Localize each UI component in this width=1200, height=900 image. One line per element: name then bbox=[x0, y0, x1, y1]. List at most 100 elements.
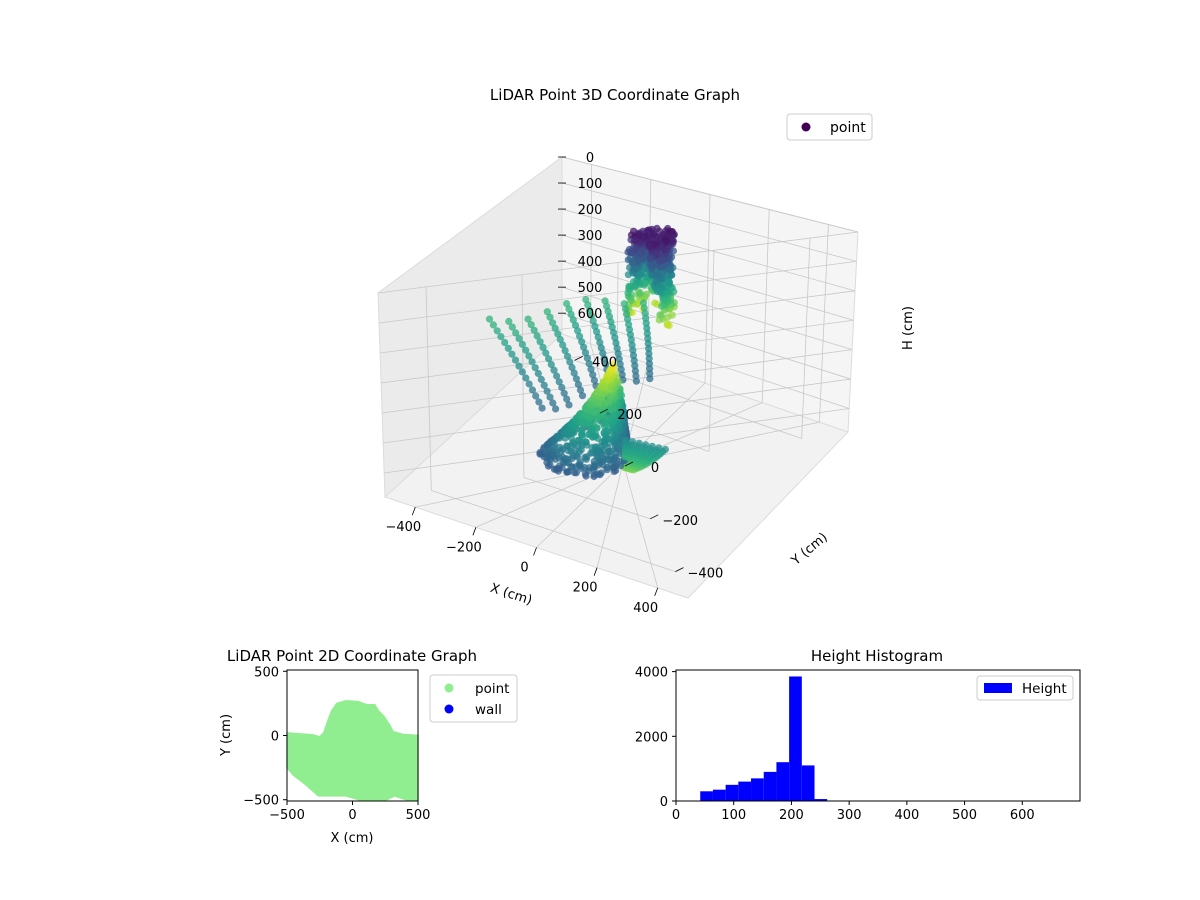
chart-3d-gridline-z bbox=[377, 156, 859, 294]
chart-3d-point bbox=[574, 380, 583, 388]
chart-3d-point bbox=[551, 324, 559, 332]
chart-3d-point bbox=[624, 256, 632, 264]
chart-3d-point bbox=[659, 297, 667, 305]
chart-3d-point bbox=[589, 371, 597, 379]
histogram-xtick-label: 400 bbox=[894, 808, 919, 823]
chart-3d-ytick bbox=[599, 408, 608, 414]
chart-3d-ztick-label: 600 bbox=[578, 307, 603, 322]
chart-3d-point bbox=[628, 249, 636, 257]
chart-3d-point bbox=[589, 317, 597, 325]
chart-3d-point bbox=[630, 236, 639, 245]
chart-3d-ztick-label: 100 bbox=[578, 177, 603, 192]
chart-3d-point bbox=[570, 369, 578, 377]
chart-2d-legend-wall-label: wall bbox=[475, 702, 502, 718]
chart-3d-point bbox=[549, 319, 557, 327]
histogram-bar bbox=[776, 762, 790, 801]
chart-3d-point bbox=[537, 375, 545, 383]
histogram-xtick-label: 200 bbox=[779, 808, 804, 823]
chart-3d-ztick-label: 200 bbox=[578, 203, 603, 218]
chart-3d-title: LiDAR Point 3D Coordinate Graph bbox=[490, 86, 740, 104]
chart-2d-xtick-label: 0 bbox=[348, 808, 356, 823]
chart-3d-xtick bbox=[533, 547, 537, 556]
chart-3d-point bbox=[538, 404, 546, 412]
chart-3d-legend-frame bbox=[786, 113, 873, 141]
chart-3d-point bbox=[527, 321, 535, 329]
chart-3d-point bbox=[639, 299, 648, 307]
chart-3d-point bbox=[542, 349, 550, 357]
chart-3d-point bbox=[661, 445, 670, 453]
histogram-legend-swatch bbox=[984, 683, 1012, 693]
chart-3d-point bbox=[646, 255, 655, 263]
chart-3d-point bbox=[565, 401, 573, 409]
chart-3d-point bbox=[552, 405, 560, 413]
chart-3d-point bbox=[649, 262, 657, 270]
chart-3d-point bbox=[571, 321, 580, 329]
chart-3d-point bbox=[596, 338, 604, 347]
chart-3d-point bbox=[635, 439, 643, 447]
chart-3d-xtick bbox=[472, 527, 477, 536]
chart-3d-point bbox=[533, 332, 541, 340]
chart-3d-gridline-y-floor bbox=[431, 490, 676, 572]
chart-3d-point bbox=[525, 352, 533, 360]
chart-3d-point bbox=[601, 297, 609, 305]
histogram-bar bbox=[763, 771, 777, 801]
chart-3d-point bbox=[632, 377, 641, 385]
chart-3d-ytick bbox=[574, 356, 583, 361]
chart-3d-point bbox=[590, 376, 599, 384]
chart-3d-point bbox=[531, 364, 539, 372]
chart-2d-ylabel: Y (cm) bbox=[219, 714, 234, 757]
chart-3d-point bbox=[515, 335, 523, 343]
chart-3d-point bbox=[501, 338, 509, 347]
chart-3d-point bbox=[556, 335, 564, 344]
chart-3d-point bbox=[655, 316, 663, 324]
chart-3d-point bbox=[512, 329, 520, 337]
chart-3d-point bbox=[576, 332, 584, 340]
chart-3d-point bbox=[580, 343, 588, 351]
chart-3d-point bbox=[653, 272, 661, 280]
chart-3d-point bbox=[586, 306, 594, 314]
histogram-bar bbox=[725, 784, 739, 801]
chart-3d-point bbox=[572, 375, 581, 383]
chart-3d-point bbox=[600, 355, 608, 363]
histogram-legend-label: Height bbox=[1022, 681, 1067, 697]
chart-3d-point bbox=[561, 347, 569, 355]
chart-3d-point bbox=[590, 472, 598, 481]
chart-3d-point bbox=[582, 472, 590, 480]
chart-3d-point bbox=[518, 368, 527, 376]
chart-3d-point bbox=[489, 321, 497, 329]
chart-3d-point bbox=[536, 338, 544, 346]
chart-3d-point bbox=[588, 433, 597, 441]
chart-3d-axes: −400 −200 0 200 400 −400 −200 0 200 400 0 100 200 300… bbox=[385, 151, 723, 616]
chart-3d-point bbox=[574, 327, 582, 335]
chart-3d-point bbox=[504, 344, 512, 352]
chart-3d: −400 −200 0 200 400 −400 −200 0 200 400 0 100 200 300… bbox=[377, 86, 916, 616]
histogram-bar bbox=[789, 676, 802, 801]
chart-3d-point bbox=[544, 462, 553, 470]
histogram-xtick-label: 100 bbox=[721, 808, 746, 823]
chart-3d-point bbox=[547, 360, 555, 369]
chart-3d-point bbox=[532, 392, 540, 400]
chart-3d-point bbox=[646, 242, 654, 250]
chart-3d-point bbox=[646, 370, 654, 378]
chart-3d-gridline-x bbox=[415, 224, 829, 508]
chart-3d-point bbox=[528, 358, 536, 366]
chart-2d-legend-point-marker bbox=[444, 683, 454, 693]
chart-2d-xlabel: X (cm) bbox=[331, 831, 374, 846]
chart-3d-xtick-label: 200 bbox=[573, 581, 598, 596]
chart-3d-point bbox=[576, 386, 585, 394]
chart-3d-xtick-label: −400 bbox=[385, 520, 421, 535]
chart-3d-point bbox=[628, 438, 637, 446]
chart-3d-xtick bbox=[411, 506, 416, 516]
chart-3d-point bbox=[563, 468, 571, 476]
chart-3d-point bbox=[587, 365, 595, 373]
chart-3d-point bbox=[648, 442, 656, 450]
chart-3d-gridline-z bbox=[378, 182, 857, 324]
chart-3d-ztick-label: 0 bbox=[586, 151, 594, 166]
chart-3d-gridline-x bbox=[536, 194, 711, 548]
chart-3d-ztick-label: 400 bbox=[578, 255, 603, 270]
chart-3d-point bbox=[603, 466, 611, 474]
chart-3d-zlabel: H (cm) bbox=[901, 306, 916, 350]
chart-2d-legend-wall-marker bbox=[444, 704, 454, 714]
chart-3d-point bbox=[618, 371, 626, 379]
